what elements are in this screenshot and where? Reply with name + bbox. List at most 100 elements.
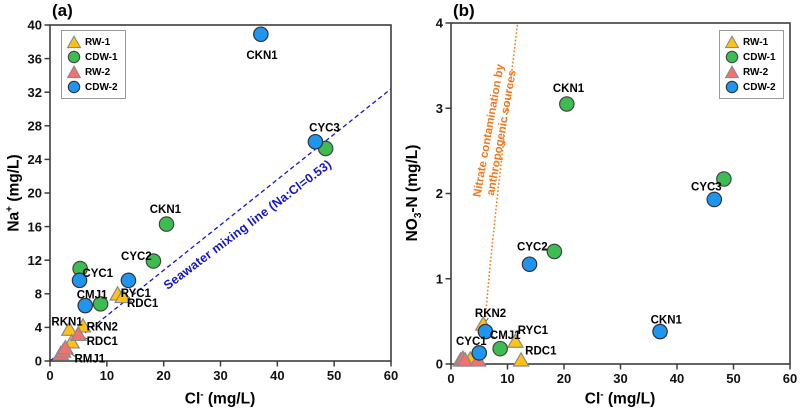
point-CDW-1-CKN1 bbox=[559, 96, 575, 112]
legend-item-CDW-2: CDW-2 bbox=[725, 80, 776, 94]
nitrate-contamination-label: Nitrate contamination byanthropogenic so… bbox=[472, 63, 520, 201]
x-axis-label-a: Cl- (mg/L) bbox=[184, 389, 256, 408]
y-axis-label-b: NO3-N (mg/L) bbox=[403, 144, 425, 242]
x-axis-label-b: Cl- (mg/L) bbox=[584, 389, 656, 408]
point-CDW-2-CYC2 bbox=[521, 256, 538, 273]
legend-item-RW-2: RW-2 bbox=[725, 65, 776, 79]
x-tick-label-a: 0 bbox=[46, 368, 53, 383]
x-tick-label-b: 30 bbox=[613, 371, 627, 386]
point-label-RDC1: RDC1 bbox=[87, 336, 119, 348]
x-tick-label-b: 0 bbox=[447, 371, 454, 386]
x-tick-label-a: 10 bbox=[100, 368, 114, 383]
point-CDW-1-CYC3 bbox=[716, 171, 732, 187]
point-label-CKN1: CKN1 bbox=[246, 50, 278, 62]
point-CDW-2-CYC3 bbox=[706, 191, 723, 208]
x-tick-label-b: 20 bbox=[557, 371, 571, 386]
y-tick-label-a: 4 bbox=[35, 320, 43, 335]
legend-item-label: CDW-1 bbox=[743, 51, 776, 63]
point-label-RYC1: RYC1 bbox=[121, 288, 152, 300]
y-tick-label-a: 28 bbox=[28, 119, 42, 134]
legend-item-label: CDW-1 bbox=[85, 51, 118, 63]
circle-marker-icon bbox=[67, 80, 81, 94]
triangle-marker-icon bbox=[725, 65, 739, 79]
point-label-CYC2: CYC2 bbox=[121, 251, 152, 263]
point-label-RKN1: RKN1 bbox=[51, 317, 83, 329]
y-tick-label-a: 12 bbox=[28, 253, 42, 268]
point-CDW-2-CKN1 bbox=[652, 323, 668, 340]
legend-item-label: RW-2 bbox=[85, 66, 111, 78]
point-label-CYC1: CYC1 bbox=[82, 268, 113, 280]
triangle-marker-icon bbox=[67, 65, 81, 79]
legend-item-label: CDW-2 bbox=[85, 81, 118, 93]
point-label-CKN1: CKN1 bbox=[150, 204, 182, 216]
point-label-CMJ1: CMJ1 bbox=[490, 330, 521, 342]
point-CDW-1-CYC2 bbox=[145, 253, 162, 269]
point-CDW-2-CYC1 bbox=[471, 345, 488, 361]
point-label-CYC3: CYC3 bbox=[691, 182, 722, 194]
y-tick-label-a: 36 bbox=[28, 51, 42, 66]
seawater-mixing-line bbox=[50, 88, 391, 361]
x-tick-label-b: 40 bbox=[670, 371, 684, 386]
triangle-marker-icon bbox=[725, 35, 739, 49]
x-tick-label-a: 50 bbox=[327, 368, 341, 383]
point-label-CYC3: CYC3 bbox=[309, 122, 340, 134]
point-CDW-2-CMJ1 bbox=[477, 323, 494, 340]
y-tick-label-a: 0 bbox=[35, 354, 42, 369]
circle-marker-icon bbox=[725, 50, 739, 64]
y-tick-label-b: 3 bbox=[436, 101, 443, 116]
point-RW-2-RMJ1 bbox=[456, 351, 474, 367]
x-tick-label-b: 50 bbox=[726, 371, 740, 386]
point-label-CYC1: CYC1 bbox=[456, 336, 487, 348]
legend-panel-b: RW-1 CDW-1 RW-2 CDW-2 bbox=[719, 30, 784, 99]
point-label-RKN2: RKN2 bbox=[475, 308, 506, 320]
point-label-CKN1: CKN1 bbox=[651, 315, 683, 327]
y-tick-label-b: 2 bbox=[436, 186, 443, 201]
x-tick-label-a: 30 bbox=[213, 368, 227, 383]
seawater-mixing-line-label: Seawater mixing line (Na:Cl=0.53) bbox=[161, 157, 334, 292]
legend-item-label: RW-1 bbox=[85, 36, 111, 48]
y-tick-label-a: 40 bbox=[28, 18, 42, 33]
y-tick-label-b: 0 bbox=[436, 357, 443, 372]
y-tick-label-a: 16 bbox=[28, 219, 42, 234]
point-RW-1-RYC1 bbox=[506, 332, 525, 348]
x-tick-label-b: 10 bbox=[500, 371, 514, 386]
legend-item-CDW-2: CDW-2 bbox=[67, 80, 118, 94]
point-label-RDC1: RDC1 bbox=[525, 345, 557, 357]
y-axis-label-a: Na+ (mg/L) bbox=[4, 154, 23, 232]
point-RW-2-RDC1 bbox=[69, 325, 88, 341]
panel-b-title: (b) bbox=[453, 1, 475, 20]
circle-marker-icon bbox=[67, 50, 81, 64]
point-label-CYC2: CYC2 bbox=[517, 241, 548, 253]
legend-item-RW-1: RW-1 bbox=[67, 35, 118, 49]
circle-marker-icon bbox=[725, 80, 739, 94]
point-CDW-1-CKN1 bbox=[158, 216, 175, 232]
point-CDW-1-CMJ1 bbox=[92, 296, 109, 312]
legend-item-label: CDW-2 bbox=[743, 81, 776, 93]
point-CDW-2-CYC2 bbox=[120, 272, 137, 289]
panel-a-title: (a) bbox=[52, 1, 73, 20]
point-label-CKN1: CKN1 bbox=[553, 83, 585, 95]
x-tick-label-b: 60 bbox=[783, 371, 797, 386]
point-CDW-2-CMJ1 bbox=[77, 297, 94, 314]
point-RW-1-RKN1 bbox=[60, 320, 78, 336]
point-RW-1-RDC1 bbox=[114, 288, 132, 304]
point-CDW-1-CYC2 bbox=[546, 243, 563, 260]
point-CDW-1-CMJ1 bbox=[492, 340, 508, 357]
legend-item-CDW-1: CDW-1 bbox=[725, 50, 776, 64]
y-tick-label-a: 24 bbox=[28, 152, 43, 167]
point-RW-1-RDC1 bbox=[512, 351, 530, 367]
nitrate-contamination-line bbox=[482, 23, 519, 340]
point-label-RDC1: RDC1 bbox=[127, 298, 159, 310]
legend-item-label: RW-1 bbox=[743, 36, 769, 48]
y-tick-label-b: 1 bbox=[436, 271, 443, 286]
y-tick-label-b: 4 bbox=[436, 16, 444, 31]
legend-panel-a: RW-1 CDW-1 RW-2 CDW-2 bbox=[61, 30, 126, 99]
y-tick-label-a: 20 bbox=[28, 186, 42, 201]
point-CDW-2-CYC1 bbox=[71, 272, 88, 289]
point-label-RMJ1: RMJ1 bbox=[74, 353, 105, 365]
point-label-RKN2: RKN2 bbox=[87, 322, 118, 334]
legend-item-RW-2: RW-2 bbox=[67, 65, 118, 79]
x-tick-label-a: 20 bbox=[156, 368, 170, 383]
x-tick-label-a: 60 bbox=[384, 368, 398, 383]
